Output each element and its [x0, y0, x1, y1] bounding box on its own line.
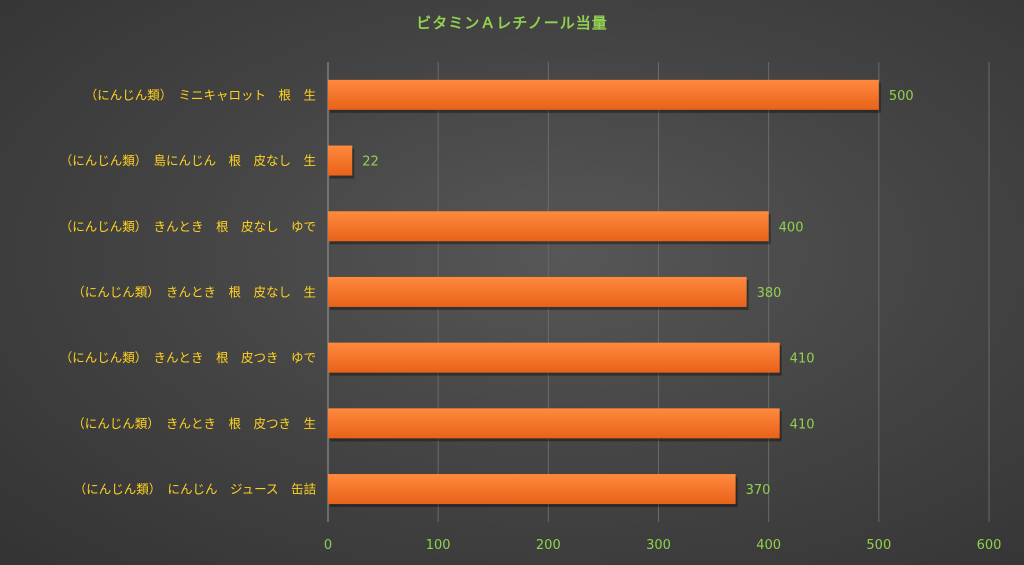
bar — [328, 408, 780, 439]
x-tick-label: 500 — [866, 538, 891, 553]
bars — [328, 79, 881, 508]
data-label: 400 — [779, 220, 804, 235]
x-tick-label: 0 — [324, 538, 332, 553]
bar — [328, 211, 769, 242]
bar — [328, 474, 736, 505]
data-label: 370 — [746, 483, 771, 498]
data-labels: 500 22 400 380 410 410 370 — [362, 89, 913, 498]
bar — [328, 342, 780, 373]
x-tick-label: 400 — [756, 538, 781, 553]
category-label: （にんじん類） きんとき 根 皮つき 生 — [72, 416, 316, 431]
x-tick-label: 300 — [646, 538, 671, 553]
category-label: （にんじん類） ミニキャロット 根 生 — [85, 87, 316, 102]
category-label: （にんじん類） 島にんじん 根 皮なし 生 — [60, 153, 316, 168]
data-label: 410 — [790, 417, 815, 432]
data-label: 410 — [790, 352, 815, 367]
x-tick-label: 100 — [426, 538, 451, 553]
bar — [328, 79, 879, 110]
bar — [328, 145, 353, 176]
category-label: （にんじん類） にんじん ジュース 缶詰 — [74, 482, 316, 497]
data-label: 500 — [889, 89, 914, 104]
data-label: 380 — [757, 286, 782, 301]
chart-title: ビタミンＡレチノール当量 — [416, 14, 608, 32]
category-label: （にんじん類） きんとき 根 皮なし ゆで — [60, 219, 316, 234]
data-label: 22 — [362, 155, 379, 170]
category-label: （にんじん類） きんとき 根 皮なし 生 — [72, 284, 316, 299]
category-labels: （にんじん類） ミニキャロット 根 生 （にんじん類） 島にんじん 根 皮なし 生… — [60, 87, 316, 496]
bar — [328, 276, 747, 307]
x-tick-label: 600 — [977, 538, 1002, 553]
x-axis-ticks: 0 100 200 300 400 500 600 — [324, 538, 1002, 553]
x-tick-label: 200 — [536, 538, 561, 553]
category-label: （にんじん類） きんとき 根 皮つき ゆで — [60, 350, 316, 365]
